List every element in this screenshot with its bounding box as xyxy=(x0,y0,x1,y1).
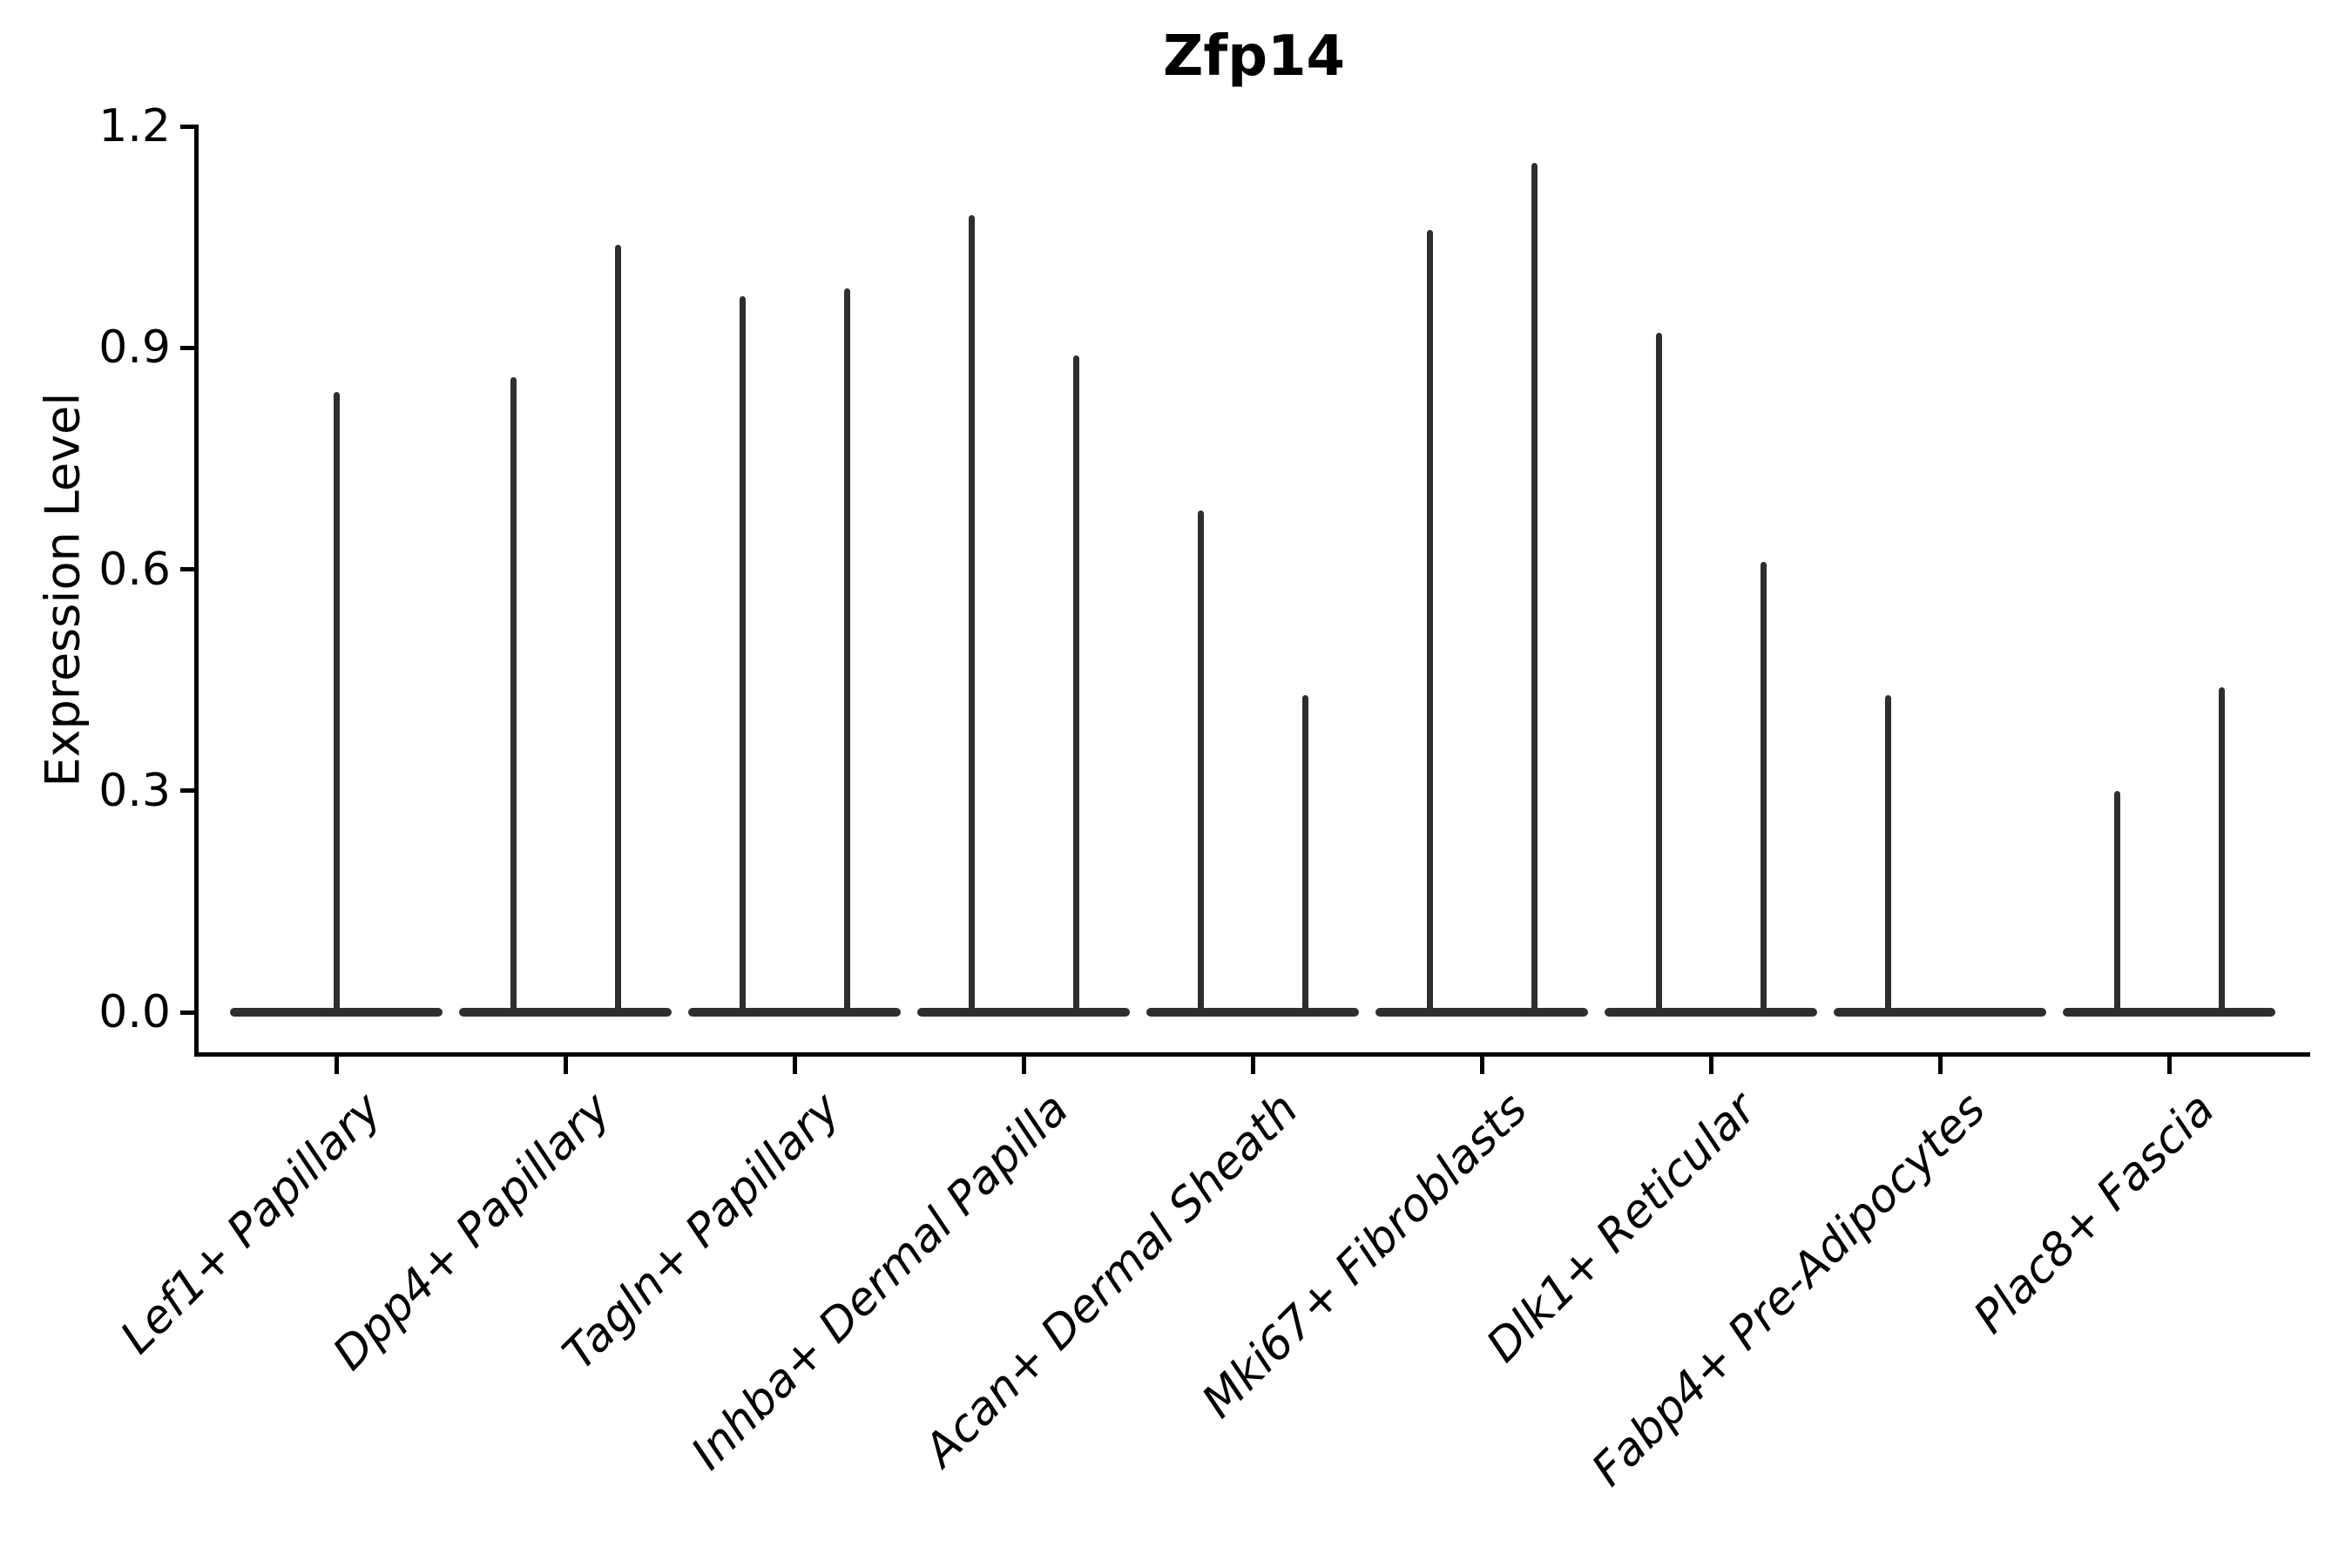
x-tick-label: Fabp4+ Pre-Adipocytes xyxy=(1582,1083,1996,1497)
y-axis-line xyxy=(194,125,199,1057)
violin-body xyxy=(459,1008,672,1017)
violin-body xyxy=(2063,1008,2275,1017)
x-axis-line xyxy=(194,1052,2310,1057)
x-tick-mark xyxy=(334,1057,339,1074)
violin-body xyxy=(1375,1008,1588,1017)
violin-body xyxy=(1834,1008,2046,1017)
violin-spike xyxy=(1426,229,1433,1017)
violin-spike xyxy=(1072,355,1079,1017)
y-tick-label: 0.9 xyxy=(98,321,171,375)
x-tick-mark xyxy=(1479,1057,1484,1074)
y-tick-label: 0.0 xyxy=(98,986,171,1038)
violin-spike xyxy=(968,214,975,1017)
y-tick-label: 0.3 xyxy=(98,764,171,817)
violin-spike xyxy=(1531,163,1538,1017)
x-tick-mark xyxy=(1250,1057,1255,1074)
x-tick-label: Acan+ Dermal Sheath xyxy=(914,1083,1308,1477)
y-tick-label: 0.6 xyxy=(98,543,171,596)
violin-spike xyxy=(1760,562,1767,1017)
y-tick-mark xyxy=(180,788,194,794)
violin-body xyxy=(1146,1008,1359,1017)
violin-spike xyxy=(510,377,517,1017)
x-tick-mark xyxy=(1937,1057,1943,1074)
x-tick-label: Plac8+ Fascia xyxy=(1963,1083,2225,1344)
chart-title: Zfp14 xyxy=(1162,24,1346,89)
y-tick-mark xyxy=(180,345,194,350)
y-tick-label: 1.2 xyxy=(98,100,171,152)
x-tick-mark xyxy=(563,1057,568,1074)
x-tick-mark xyxy=(2166,1057,2172,1074)
y-tick-mark xyxy=(180,124,194,129)
violin-spike xyxy=(1301,694,1308,1017)
violin-spike xyxy=(1197,510,1204,1017)
y-tick-mark xyxy=(180,1010,194,1015)
x-tick-mark xyxy=(1021,1057,1026,1074)
x-tick-mark xyxy=(1708,1057,1713,1074)
violin-body xyxy=(688,1008,901,1017)
y-tick-mark xyxy=(180,567,194,571)
violin-spike xyxy=(2113,790,2120,1017)
violin-spike xyxy=(739,295,746,1017)
violin-spike xyxy=(2218,687,2225,1017)
violin-spike xyxy=(1655,333,1662,1017)
violin-spike xyxy=(843,288,850,1017)
violin-body xyxy=(917,1008,1130,1017)
x-tick-label: Inhba+ Dermal Papilla xyxy=(681,1083,1079,1481)
x-tick-mark xyxy=(792,1057,797,1074)
violin-spike xyxy=(614,244,621,1017)
violin-spike xyxy=(333,392,340,1017)
violin-body xyxy=(1605,1008,1817,1017)
violin-spike xyxy=(1884,694,1891,1017)
